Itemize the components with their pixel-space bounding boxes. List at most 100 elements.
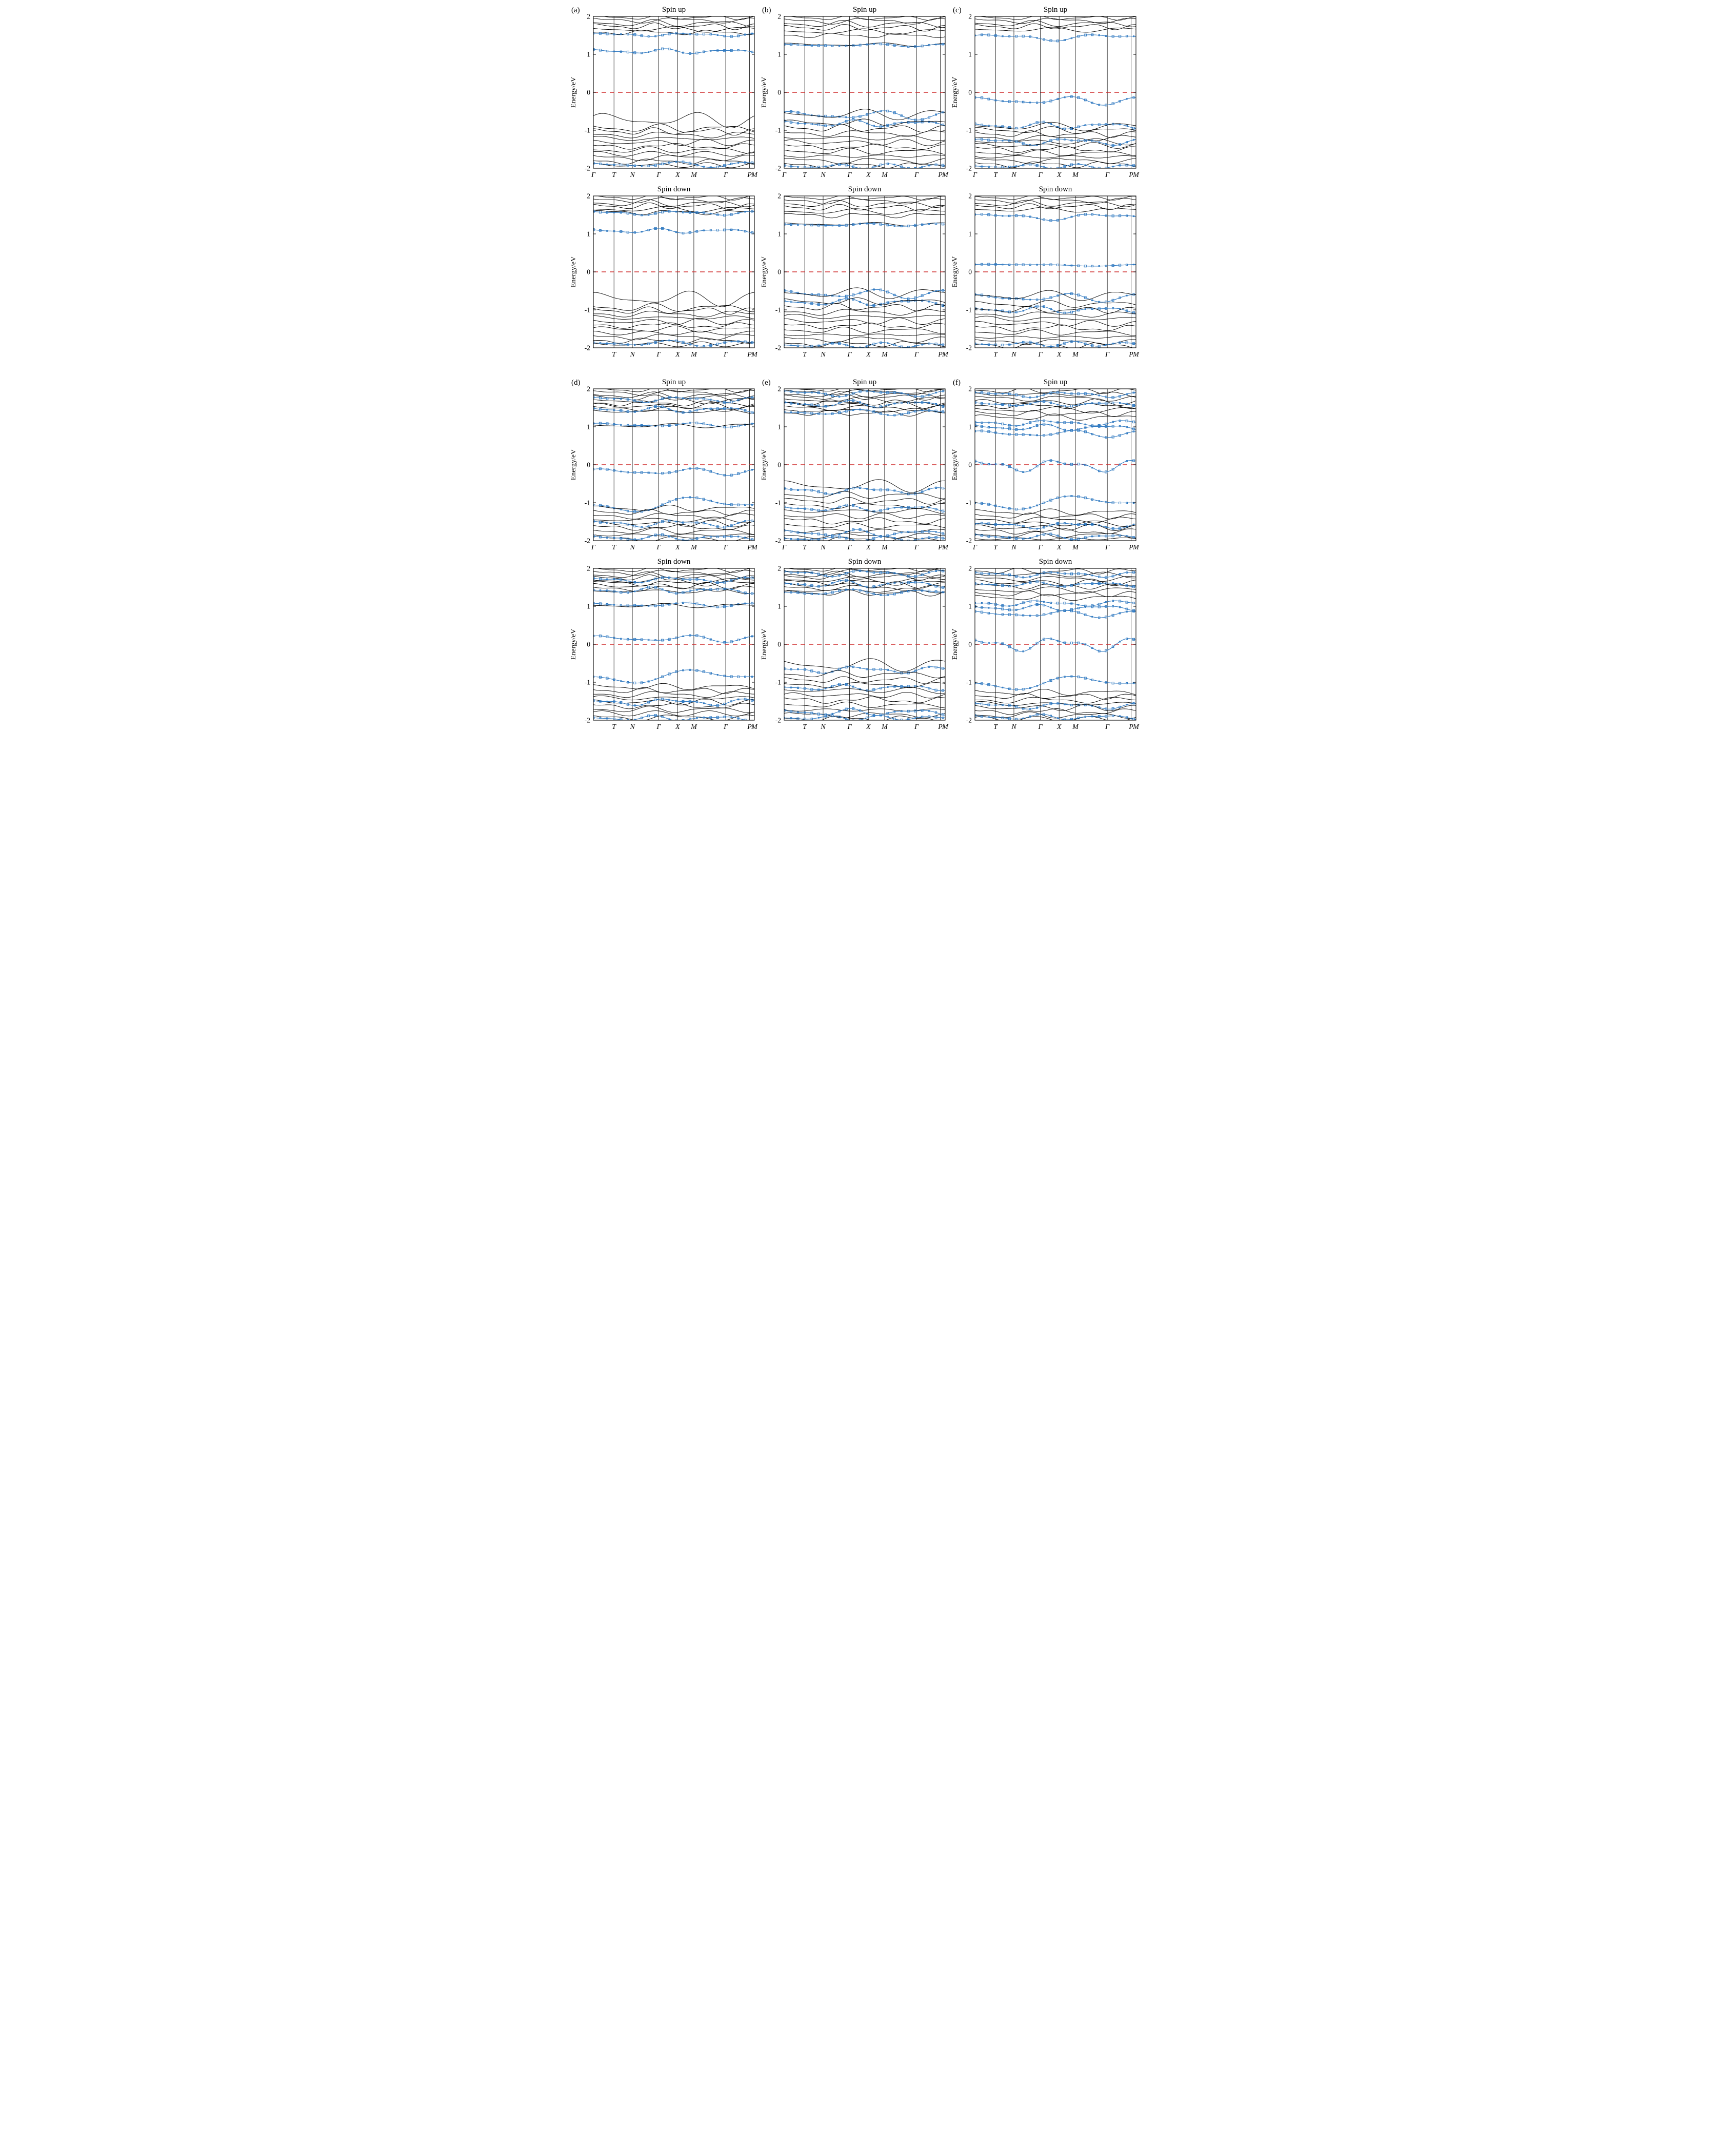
band-weight-marker <box>824 592 827 595</box>
band <box>784 533 945 539</box>
band-weight-marker <box>1001 297 1004 300</box>
band <box>593 325 754 333</box>
band-weight-marker <box>1084 392 1087 395</box>
band-weight-marker <box>1084 604 1087 607</box>
band-weight-marker <box>804 583 806 586</box>
band <box>593 303 754 312</box>
band-weight-marker <box>1077 676 1080 679</box>
band-weight-marker <box>1091 582 1094 585</box>
k-point-label: P <box>747 544 752 551</box>
band-weight-marker <box>1084 296 1087 299</box>
band-weight-marker <box>1077 422 1080 424</box>
y-tick-label: 2 <box>587 13 590 21</box>
band-weight-marker <box>1008 613 1011 616</box>
band <box>784 20 945 28</box>
band-weight-marker <box>886 109 889 112</box>
band-weight-marker <box>1008 608 1011 611</box>
band <box>593 390 754 396</box>
k-point-label: N <box>1011 723 1016 731</box>
band-weight-marker <box>1035 580 1039 583</box>
y-tick-label: -2 <box>966 344 972 352</box>
band-weight-marker <box>709 470 712 473</box>
band-weight-marker <box>1050 715 1052 717</box>
band-weight-marker <box>1084 403 1087 405</box>
band-weight-marker <box>886 571 889 574</box>
panel-label: (a) <box>571 6 580 14</box>
band-weight-marker <box>907 506 910 509</box>
band-weight-marker <box>703 522 705 525</box>
k-point-label: M <box>1132 171 1140 179</box>
band-weight-marker <box>1063 609 1066 612</box>
y-tick-label: 1 <box>587 51 590 58</box>
band-weight-marker <box>612 342 615 345</box>
band-weight-marker <box>633 424 636 427</box>
band-weight-marker <box>1064 496 1066 498</box>
band <box>784 28 945 35</box>
band-weight-marker <box>1112 166 1114 168</box>
band-weight-marker <box>994 427 997 429</box>
band-weight-marker <box>641 582 643 584</box>
band-weight-marker <box>716 400 719 403</box>
band-weight-marker <box>1125 420 1128 423</box>
band <box>784 479 945 493</box>
band-weight-marker <box>1050 167 1052 168</box>
band-weight-marker <box>620 164 623 166</box>
bands-group <box>975 389 1136 541</box>
panel-label: (e) <box>762 379 771 387</box>
band-weight-marker <box>987 572 990 575</box>
band-weight-marker <box>859 569 862 572</box>
band-weight-marker <box>613 211 615 213</box>
band-weight-marker <box>682 469 684 471</box>
band <box>593 318 754 325</box>
band-weight-marker <box>887 342 889 344</box>
band-weight-marker <box>647 580 650 582</box>
band-weight-marker <box>872 537 875 540</box>
band-weight-marker <box>1001 584 1004 587</box>
band-weight-marker <box>790 411 792 413</box>
plot-frame <box>593 195 755 348</box>
band-weight-marker <box>1132 215 1135 217</box>
band-weight-marker <box>1029 124 1031 126</box>
bands-group <box>593 196 754 347</box>
band-weight-marker <box>716 343 719 346</box>
band-weight-marker <box>796 291 800 294</box>
band-weight-marker <box>1029 647 1031 650</box>
band <box>975 155 1136 159</box>
band-weight-marker <box>981 602 983 604</box>
band-weight-marker <box>627 424 629 427</box>
band-weight-marker <box>1119 434 1122 437</box>
band-weight-marker <box>668 672 671 676</box>
band-weight-marker <box>1001 403 1004 406</box>
band-weight-marker <box>1063 462 1066 465</box>
band-weight-marker <box>675 32 677 35</box>
band-weight-marker <box>716 473 719 475</box>
band-weight-marker <box>647 715 650 718</box>
band-weight-marker <box>797 489 799 491</box>
k-point-label: Γ <box>847 171 852 179</box>
y-tick-label: -1 <box>775 306 781 314</box>
band-weight-marker <box>1015 428 1018 431</box>
band-weight-marker <box>654 227 657 230</box>
band-weight-marker <box>606 50 609 52</box>
band-weight-marker <box>1022 717 1024 719</box>
band-weight-marker <box>789 121 793 124</box>
band-weight-marker <box>852 528 855 531</box>
y-tick-label: 2 <box>968 13 972 21</box>
band-weight-marker <box>1077 703 1080 706</box>
band <box>593 199 754 207</box>
band <box>784 109 945 121</box>
band-weight-marker <box>934 688 937 691</box>
y-tick-label: 0 <box>587 89 590 96</box>
band-weight-marker <box>709 229 712 231</box>
band-weight-marker <box>751 210 753 213</box>
band-weight-marker <box>921 121 924 124</box>
band-weight-marker <box>1125 601 1128 604</box>
band-weight-marker <box>1119 535 1121 537</box>
band-weight-marker <box>845 707 848 710</box>
band-weight-marker <box>831 685 834 687</box>
band-weight-marker <box>928 292 930 294</box>
band-weight-marker <box>797 301 799 303</box>
